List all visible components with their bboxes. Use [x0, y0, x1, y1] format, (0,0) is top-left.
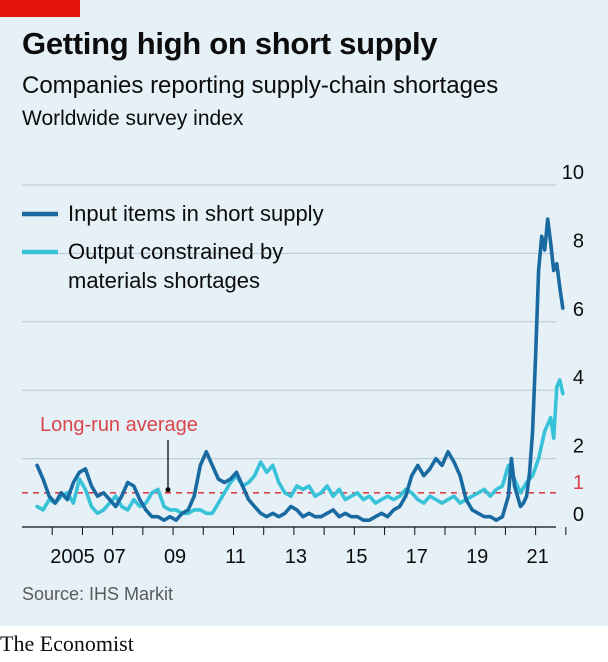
input-items-series-line — [35, 217, 565, 523]
brand-red-tag — [0, 0, 80, 17]
publisher-logo-text: The Economist — [0, 631, 134, 656]
y-tick-label: 6 — [573, 299, 584, 321]
x-tick-label: 2005 — [50, 546, 95, 568]
annotation-pointer-dot — [165, 487, 171, 493]
line-chart: 0 2 4 6 8 10 2005 07 09 11 13 15 17 19 21 1 Long-run ave… — [22, 162, 584, 568]
legend-label-output: Output constrained by materials shortages — [68, 239, 283, 293]
y-tick-label: 8 — [573, 230, 584, 252]
y-tick-label: 2 — [573, 436, 584, 458]
y-tick-label: 10 — [562, 162, 584, 184]
long-run-average-label: Long-run average — [40, 414, 198, 436]
x-tick-label: 19 — [466, 546, 488, 568]
chart-title: Getting high on short supply — [22, 26, 438, 61]
x-tick-label: 13 — [285, 546, 307, 568]
x-tick-label: 17 — [406, 546, 428, 568]
chart-unit-label: Worldwide survey index — [22, 107, 244, 130]
x-tick-label: 15 — [345, 546, 367, 568]
output-constrained-series-line — [35, 378, 565, 516]
source-note: Source: IHS Markit — [22, 584, 174, 604]
legend-label-input: Input items in short supply — [68, 201, 324, 226]
y-tick-label: 4 — [573, 367, 584, 389]
chart-panel — [0, 0, 608, 626]
x-tick-label: 07 — [104, 546, 126, 568]
x-tick-label: 21 — [526, 546, 548, 568]
y-tick-label: 0 — [573, 504, 584, 526]
chart-subtitle: Companies reporting supply-chain shortag… — [22, 72, 499, 99]
x-tick-label: 09 — [164, 546, 186, 568]
x-tick-label: 11 — [225, 546, 246, 568]
long-run-average-value: 1 — [573, 472, 584, 494]
